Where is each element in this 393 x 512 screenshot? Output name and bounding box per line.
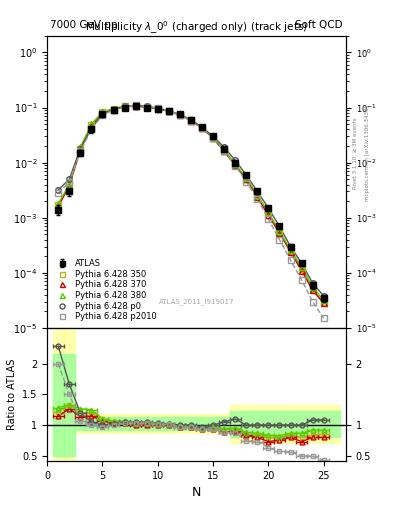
Text: mcplots.cern.ch [arXiv:1306.3436]: mcplots.cern.ch [arXiv:1306.3436] [365,106,370,201]
Bar [53,354,64,456]
Bar [230,411,340,437]
Text: Soft QCD: Soft QCD [295,20,343,30]
Title: Multiplicity $\lambda\_0^0$ (charged only) (track jets): Multiplicity $\lambda\_0^0$ (charged onl… [85,19,308,36]
Bar [53,322,64,462]
Text: Rivet 3.1.10, ≥ 3M events: Rivet 3.1.10, ≥ 3M events [353,118,358,189]
Text: 7000 GeV pp: 7000 GeV pp [50,20,118,30]
Bar [64,354,75,456]
Text: ATLAS_2011_I919017: ATLAS_2011_I919017 [159,298,234,305]
Bar [230,404,340,443]
Legend: ATLAS, Pythia 6.428 350, Pythia 6.428 370, Pythia 6.428 380, Pythia 6.428 p0, Py: ATLAS, Pythia 6.428 350, Pythia 6.428 37… [51,257,159,324]
Bar [75,414,230,433]
Bar [64,322,75,462]
Bar [75,417,230,430]
Y-axis label: Ratio to ATLAS: Ratio to ATLAS [7,359,17,430]
X-axis label: N: N [192,486,201,499]
